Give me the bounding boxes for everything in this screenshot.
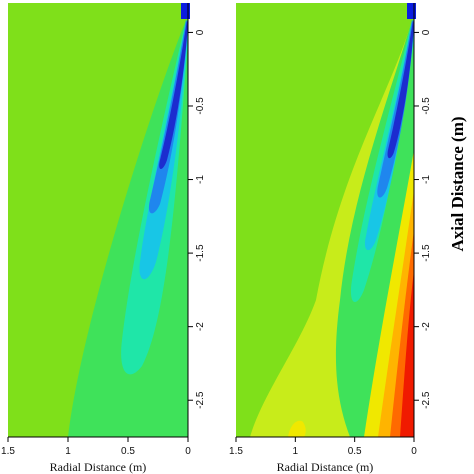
- left-y-axis: 0 -0.5 -1 -1.5 -2 -2.5: [187, 3, 206, 437]
- right-y-tick-label: -2: [421, 322, 432, 331]
- right-warm-blob: [266, 351, 319, 437]
- left-y-tick-label: -0.5: [195, 97, 206, 115]
- left-core-outer: [148, 20, 188, 214]
- right-warm-blob-inner: [288, 420, 306, 437]
- right-y-axis-title: Axial Distance (m): [448, 116, 467, 251]
- right-warm-band-5: [400, 270, 414, 437]
- right-core: [387, 20, 414, 159]
- right-contour-field: [236, 3, 414, 437]
- left-x-tick-label: 1.5: [1, 446, 15, 457]
- left-x-tick-label: 1: [65, 446, 71, 457]
- right-x-axis: 1.5 1 0.5 0: [229, 436, 417, 457]
- left-nozzle: [181, 3, 190, 19]
- right-y-tick-label: -2.5: [421, 391, 432, 409]
- right-panel: 1.5 1 0.5 0 0 -0.5 -1 -1.5 -2 -2.5 Radial Distan…: [229, 3, 467, 474]
- left-x-axis-title: Radial Distance (m): [50, 460, 147, 474]
- left-contour-field: [8, 3, 188, 437]
- left-y-tick-label: -2: [195, 322, 206, 331]
- right-x-tick-label: 0.5: [348, 446, 362, 457]
- left-y-tick-label: -1: [195, 175, 206, 184]
- right-x-tick-label: 0: [411, 446, 417, 457]
- left-plume-outer: [68, 20, 188, 437]
- right-x-tick-label: 1.5: [229, 446, 243, 457]
- right-x-axis-title: Radial Distance (m): [277, 460, 374, 474]
- left-core: [159, 20, 188, 169]
- left-y-tick-label: -1.5: [195, 244, 206, 262]
- right-core-outer: [377, 20, 414, 198]
- right-y-tick-label: -1.5: [421, 244, 432, 262]
- right-y-tick-label: -0.5: [421, 97, 432, 115]
- right-x-tick-label: 1: [293, 446, 299, 457]
- right-y-tick-label: 0: [421, 29, 432, 35]
- left-x-axis: 1.5 1 0.5 0: [1, 436, 191, 457]
- left-x-tick-label: 0.5: [121, 446, 135, 457]
- left-panel: 1.5 1 0.5 0 0 -0.5 -1 -1.5 -2 -2.5 Radial Distan…: [1, 3, 206, 474]
- left-y-tick-label: -2.5: [195, 391, 206, 409]
- right-nozzle: [407, 3, 416, 19]
- right-y-tick-label: -1: [421, 175, 432, 184]
- left-y-tick-label: 0: [195, 29, 206, 35]
- right-y-axis: 0 -0.5 -1 -1.5 -2 -2.5: [413, 3, 432, 437]
- left-x-tick-label: 0: [185, 446, 191, 457]
